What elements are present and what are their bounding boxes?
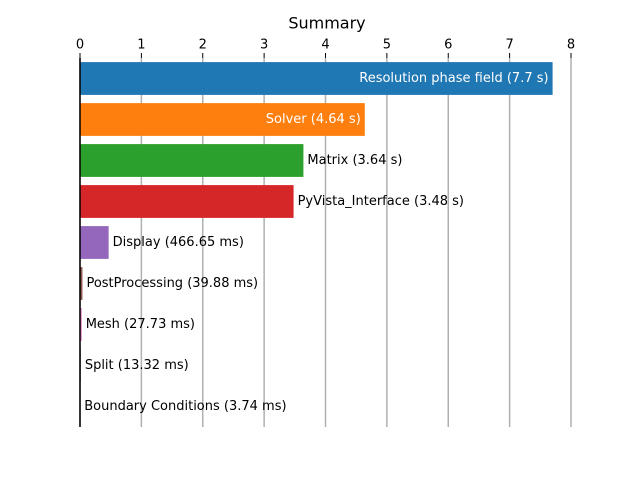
bar <box>80 267 83 300</box>
x-tick-label: 0 <box>76 38 84 53</box>
x-tick-label: 2 <box>199 38 207 53</box>
x-tick-label: 3 <box>260 38 268 53</box>
x-tick-label: 7 <box>505 38 513 53</box>
value-label: Boundary Conditions (3.74 ms) <box>84 399 286 414</box>
x-tick-label: 6 <box>444 38 452 53</box>
value-label: Solver (4.64 s) <box>266 112 361 127</box>
bar <box>80 185 294 218</box>
x-tick-label: 4 <box>321 38 329 53</box>
value-label: Split (13.32 ms) <box>85 358 189 373</box>
value-label: Mesh (27.73 ms) <box>86 317 195 332</box>
chart-title: Summary <box>288 14 365 33</box>
x-tick-label: 5 <box>383 38 391 53</box>
bar <box>80 226 109 259</box>
bar <box>80 144 304 177</box>
value-label: Display (466.65 ms) <box>113 235 244 250</box>
bar <box>80 62 553 95</box>
value-label: Matrix (3.64 s) <box>307 153 402 168</box>
x-tick-label: 8 <box>567 38 575 53</box>
value-label: PostProcessing (39.88 ms) <box>86 276 258 291</box>
x-tick-label: 1 <box>137 38 145 53</box>
value-label: PyVista_Interface (3.48 s) <box>298 194 464 209</box>
bar <box>80 308 82 341</box>
value-label: Resolution phase field (7.7 s) <box>359 71 548 86</box>
bar <box>80 103 365 136</box>
